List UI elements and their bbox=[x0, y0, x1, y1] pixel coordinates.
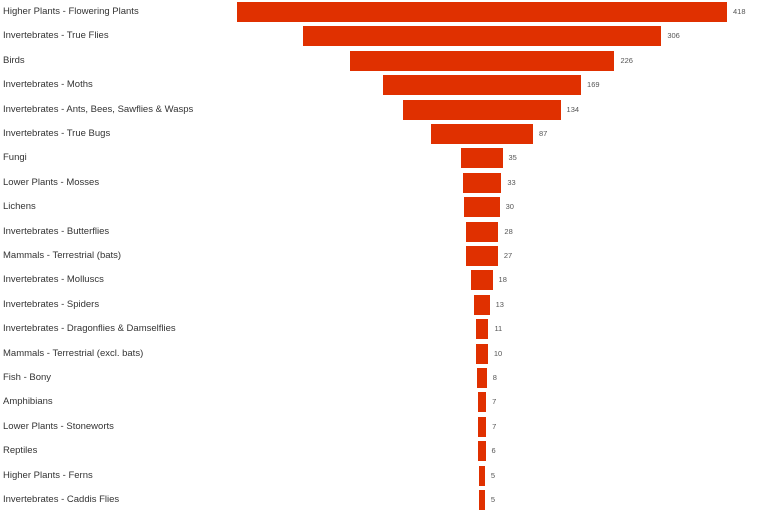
chart-row: Birds 226 bbox=[0, 50, 768, 71]
category-label: Higher Plants - Flowering Plants bbox=[3, 6, 139, 17]
category-label: Lower Plants - Mosses bbox=[3, 176, 100, 188]
data-label: 6 bbox=[491, 446, 496, 456]
category-label: Invertebrates - True Bugs bbox=[3, 128, 111, 139]
category-label: Amphibians bbox=[3, 396, 53, 408]
bar bbox=[237, 2, 727, 22]
chart-row: Higher Plants - Ferns 5 bbox=[0, 465, 768, 486]
bar bbox=[471, 270, 493, 291]
chart-row: Lower Plants - Stoneworts 7 bbox=[0, 416, 768, 437]
category-label: Invertebrates - Moths bbox=[3, 79, 93, 91]
bar bbox=[403, 99, 561, 120]
data-label: 169 bbox=[587, 80, 600, 90]
category-label: Reptiles bbox=[3, 445, 38, 457]
category-label: Fungi bbox=[3, 152, 27, 164]
category-label: Invertebrates - Molluscs bbox=[3, 274, 104, 286]
chart-row: Invertebrates - True Flies 306 bbox=[0, 26, 768, 47]
data-label: 27 bbox=[503, 251, 513, 260]
data-label: 33 bbox=[507, 177, 516, 187]
category-label: Mammals - Terrestrial (excl. bats) bbox=[3, 347, 144, 359]
data-label: 306 bbox=[667, 31, 680, 41]
chart-row: Invertebrates - Moths 169 bbox=[0, 75, 768, 96]
data-label: 10 bbox=[493, 348, 503, 358]
bar bbox=[476, 343, 488, 364]
chart-row: Invertebrates - Ants, Bees, Sawflies & W… bbox=[0, 99, 768, 120]
bar bbox=[475, 319, 489, 340]
chart-row: Invertebrates - Spiders 13 bbox=[0, 294, 768, 315]
data-label: 28 bbox=[504, 226, 513, 236]
chart-row: Mammals - Terrestrial (bats) 27 bbox=[0, 246, 768, 266]
chart-row: Amphibians 7 bbox=[0, 392, 768, 413]
bar bbox=[465, 221, 499, 242]
data-label: 18 bbox=[498, 275, 507, 285]
category-label: Mammals - Terrestrial (bats) bbox=[3, 250, 122, 261]
bar bbox=[349, 50, 615, 71]
data-label: 13 bbox=[495, 299, 504, 309]
chart-row: Invertebrates - Dragonflies & Damselflie… bbox=[0, 319, 768, 340]
category-label: Invertebrates - Caddis Flies bbox=[3, 494, 120, 505]
bar bbox=[466, 246, 498, 266]
category-label: Invertebrates - Ants, Bees, Sawflies & W… bbox=[3, 103, 194, 115]
bar bbox=[474, 294, 490, 315]
bar bbox=[462, 172, 502, 193]
bar bbox=[477, 416, 487, 437]
data-label: 7 bbox=[492, 421, 497, 431]
data-label: 226 bbox=[620, 55, 633, 65]
bar bbox=[382, 75, 582, 96]
chart-row: Invertebrates - Molluscs 18 bbox=[0, 270, 768, 291]
category-label: Invertebrates - Spiders bbox=[3, 298, 100, 310]
bar bbox=[479, 465, 485, 486]
data-label: 5 bbox=[490, 470, 496, 480]
category-label: Invertebrates - True Flies bbox=[3, 30, 109, 42]
data-label: 418 bbox=[733, 7, 746, 16]
data-label: 30 bbox=[505, 202, 514, 212]
data-label: 7 bbox=[492, 397, 497, 407]
chart-row: Fungi 35 bbox=[0, 148, 768, 169]
chart-row: Lichens 30 bbox=[0, 197, 768, 218]
data-label: 11 bbox=[494, 324, 503, 334]
data-label: 35 bbox=[508, 153, 517, 163]
data-label: 8 bbox=[492, 373, 497, 382]
category-label: Lower Plants - Stoneworts bbox=[3, 420, 114, 432]
chart-row: Invertebrates - Butterflies 28 bbox=[0, 221, 768, 242]
chart-row: Invertebrates - Caddis Flies 5 bbox=[0, 490, 768, 510]
bar bbox=[431, 124, 533, 144]
chart-row: Reptiles 6 bbox=[0, 441, 768, 462]
bar bbox=[461, 148, 503, 169]
data-label: 5 bbox=[490, 495, 496, 504]
chart-row: Invertebrates - True Bugs 87 bbox=[0, 124, 768, 144]
category-label: Fish - Bony bbox=[3, 372, 52, 383]
chart-row: Mammals - Terrestrial (excl. bats) 10 bbox=[0, 343, 768, 364]
chart-row: Higher Plants - Flowering Plants 418 bbox=[0, 2, 768, 22]
category-label: Birds bbox=[3, 54, 25, 66]
bar bbox=[477, 392, 487, 413]
bar bbox=[477, 368, 487, 388]
bar bbox=[464, 197, 500, 218]
chart-row: Lower Plants - Mosses 33 bbox=[0, 172, 768, 193]
data-label: 134 bbox=[566, 104, 580, 114]
chart-row: Fish - Bony 8 bbox=[0, 368, 768, 388]
data-label: 87 bbox=[538, 129, 548, 138]
category-label: Higher Plants - Ferns bbox=[3, 469, 93, 481]
bar bbox=[302, 26, 662, 47]
bar bbox=[478, 441, 486, 462]
bar bbox=[479, 490, 485, 510]
category-label: Invertebrates - Butterflies bbox=[3, 225, 110, 237]
category-label: Lichens bbox=[3, 201, 36, 213]
category-label: Invertebrates - Dragonflies & Damselflie… bbox=[3, 323, 176, 335]
